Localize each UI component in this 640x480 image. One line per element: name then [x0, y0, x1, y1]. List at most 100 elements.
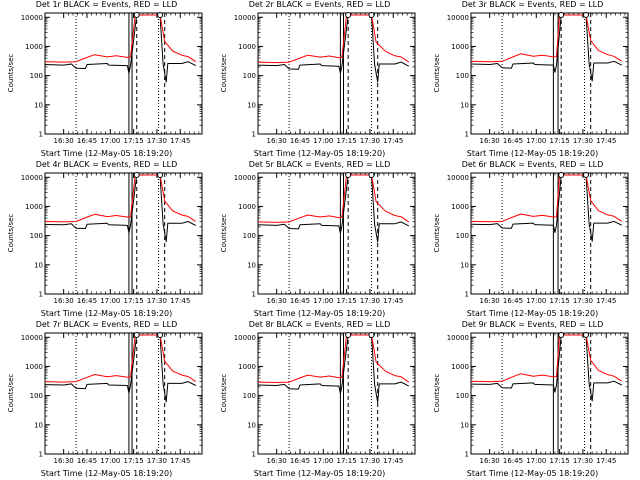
y-tick-label: 100 [30, 392, 43, 400]
y-tick-label: 100 [456, 72, 469, 80]
y-tick-label: 10000 [21, 334, 43, 342]
y-axis-label: Counts/sec [7, 373, 15, 413]
y-tick-label: 100 [456, 392, 469, 400]
x-tick-label: 16:30 [267, 297, 287, 305]
x-tick-label: 16:45 [503, 137, 523, 145]
y-tick-label: 1 [465, 131, 469, 139]
saturation-marker [558, 172, 565, 178]
x-tick-label: 17:30 [573, 297, 593, 305]
y-axis-label: Counts/sec [220, 373, 228, 413]
y-tick-label: 10 [247, 261, 256, 269]
y-axis-label: Counts/sec [220, 213, 228, 253]
y-tick-label: 100 [243, 232, 256, 240]
y-tick-label: 1000 [238, 203, 256, 211]
x-tick-label: 17:30 [573, 137, 593, 145]
x-tick-label: 16:30 [267, 457, 287, 465]
x-tick-label: 17:00 [313, 137, 333, 145]
x-tick-label: 16:30 [480, 137, 500, 145]
x-tick-label: 17:00 [100, 457, 120, 465]
panel-title: Det 4r BLACK = Events, RED = LLD [35, 160, 178, 169]
detector-panel-1: Det 1r BLACK = Events, RED = LLD 1 10 100 10… [0, 0, 213, 160]
detector-panel-4: Det 4r BLACK = Events, RED = LLD 1 10 100 10… [0, 160, 213, 320]
x-tick-label: 17:15 [124, 137, 144, 145]
x-tick-label: 16:45 [290, 457, 310, 465]
saturation-marker [157, 172, 164, 178]
panel-plot: 1 10 100 1000 10000 16:30 16:45 17:00 17:15 17:30… [21, 332, 203, 465]
x-tick-label: 17:15 [337, 137, 357, 145]
y-axis-label: Counts/sec [433, 373, 441, 413]
saturation-marker [157, 12, 164, 18]
x-axis-label: Start Time (12-May-05 18:19:20) [466, 149, 599, 158]
y-tick-label: 100 [30, 72, 43, 80]
x-tick-label: 17:30 [360, 457, 380, 465]
y-tick-label: 10 [34, 421, 43, 429]
y-tick-label: 1 [252, 291, 256, 299]
saturation-marker [368, 172, 375, 178]
series-line-events [44, 174, 197, 243]
x-tick-label: 17:00 [100, 137, 120, 145]
y-axis-label: Counts/sec [220, 53, 228, 93]
panel-title: Det 2r BLACK = Events, RED = LLD [248, 0, 391, 9]
saturation-marker [133, 172, 140, 178]
detector-panel-2: Det 2r BLACK = Events, RED = LLD 1 10 100 10… [213, 0, 426, 160]
plot-frame [470, 12, 629, 135]
y-axis-label: Counts/sec [7, 213, 15, 253]
x-tick-label: 17:30 [147, 137, 167, 145]
x-tick-label: 17:00 [526, 297, 546, 305]
y-tick-label: 10 [460, 421, 469, 429]
x-tick-label: 17:30 [360, 297, 380, 305]
x-tick-label: 17:45 [383, 137, 403, 145]
panel-title: Det 3r BLACK = Events, RED = LLD [461, 0, 604, 9]
y-tick-label: 10000 [21, 14, 43, 22]
detector-panel-5: Det 5r BLACK = Events, RED = LLD 1 10 100 10… [213, 160, 426, 320]
detector-panel-8: Det 8r BLACK = Events, RED = LLD 1 10 100 10… [213, 320, 426, 480]
y-tick-label: 1 [39, 451, 43, 459]
x-tick-label: 17:00 [313, 457, 333, 465]
x-tick-label: 16:30 [267, 137, 287, 145]
x-axis-label: Start Time (12-May-05 18:19:20) [40, 149, 173, 158]
y-tick-label: 1 [252, 131, 256, 139]
y-tick-label: 1 [465, 291, 469, 299]
panel-title: Det 8r BLACK = Events, RED = LLD [248, 320, 391, 329]
x-tick-label: 16:30 [480, 457, 500, 465]
detector-panel-7: Det 7r BLACK = Events, RED = LLD 1 10 100 10… [0, 320, 213, 480]
series-line-lld [257, 334, 410, 383]
y-tick-label: 10000 [234, 334, 256, 342]
y-tick-label: 1000 [451, 43, 469, 51]
panel-plot: 1 10 100 1000 10000 16:30 16:45 17:00 17:15 17:30… [234, 12, 416, 145]
y-tick-label: 1 [39, 291, 43, 299]
y-tick-label: 10000 [21, 174, 43, 182]
y-axis-label: Counts/sec [433, 53, 441, 93]
panel-plot: 1 10 100 1000 10000 16:30 16:45 17:00 17:15 17:30… [234, 332, 416, 465]
y-tick-label: 10000 [447, 14, 469, 22]
x-tick-label: 17:45 [170, 297, 190, 305]
y-tick-label: 1000 [25, 363, 43, 371]
saturation-marker [345, 12, 352, 18]
plot-frame [470, 332, 629, 455]
series-line-events [257, 14, 410, 83]
panel-plot: 1 10 100 1000 10000 16:30 16:45 17:00 17:15 17:30… [447, 12, 629, 145]
y-tick-label: 1000 [25, 203, 43, 211]
x-tick-label: 16:45 [503, 457, 523, 465]
panel-title: Det 9r BLACK = Events, RED = LLD [461, 320, 604, 329]
x-tick-label: 17:00 [526, 457, 546, 465]
x-tick-label: 17:00 [313, 297, 333, 305]
x-tick-label: 17:15 [124, 297, 144, 305]
x-tick-label: 17:45 [596, 297, 616, 305]
y-tick-label: 10 [247, 421, 256, 429]
y-tick-label: 10 [34, 101, 43, 109]
x-axis-label: Start Time (12-May-05 18:19:20) [40, 309, 173, 318]
x-tick-label: 16:30 [54, 457, 74, 465]
x-tick-label: 16:45 [77, 137, 97, 145]
plot-frame [257, 12, 416, 135]
x-tick-label: 16:45 [290, 137, 310, 145]
series-line-lld [44, 334, 197, 383]
panel-plot: 1 10 100 1000 10000 16:30 16:45 17:00 17:15 17:30… [447, 172, 629, 305]
y-tick-label: 1000 [451, 363, 469, 371]
y-tick-label: 100 [243, 392, 256, 400]
series-line-events [470, 14, 623, 82]
panel-plot: 1 10 100 1000 10000 16:30 16:45 17:00 17:15 17:30… [234, 172, 416, 305]
x-tick-label: 17:45 [383, 457, 403, 465]
x-tick-label: 17:30 [573, 457, 593, 465]
